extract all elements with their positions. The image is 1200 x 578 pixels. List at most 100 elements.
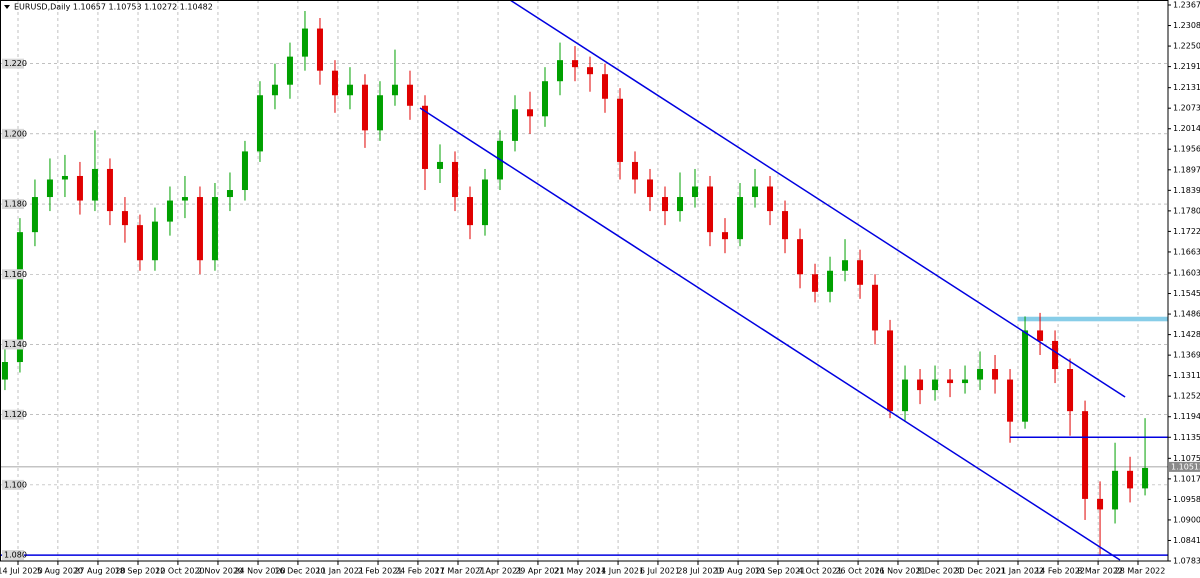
- y-tick-label: 1.13696: [1173, 351, 1200, 360]
- candle-body: [541, 81, 548, 117]
- x-tick-label: 28 Mar 2022: [1115, 567, 1166, 576]
- candle-body: [31, 197, 38, 233]
- candle-body: [271, 84, 278, 96]
- x-tick-label: 2 Nov 2020: [197, 567, 243, 576]
- level-label-box: [2, 269, 24, 280]
- level-label-box: [2, 58, 24, 69]
- candle-body: [436, 161, 443, 169]
- current-price-box: [1169, 461, 1200, 472]
- candle-body: [662, 197, 669, 212]
- level-label: 1.220: [4, 59, 27, 68]
- candle-body: [932, 379, 939, 391]
- candle-body: [692, 186, 699, 198]
- candle-body: [962, 379, 969, 384]
- y-tick-label: 1.08416: [1173, 536, 1200, 545]
- chart-title: EURUSD,Daily 1.10657 1.10753 1.10272 1.1…: [14, 3, 213, 12]
- candle-body: [1067, 369, 1074, 412]
- candle-body: [887, 330, 894, 412]
- x-tick-label: 26 Oct 2021: [835, 567, 884, 576]
- y-tick-label: 1.20146: [1173, 124, 1200, 133]
- x-tick-label: 10 Sep 2021: [755, 567, 806, 576]
- candle-body: [917, 379, 924, 391]
- level-label-box: [2, 339, 24, 350]
- candle-body: [196, 197, 203, 261]
- candle-body: [1127, 470, 1134, 489]
- x-tick-label: 27 Aug 2020: [74, 567, 125, 576]
- level-label: 1.100: [4, 480, 27, 489]
- x-tick-label: 4 Oct 2021: [798, 567, 842, 576]
- x-tick-label: 8 Mar 2022: [1077, 567, 1123, 576]
- level-label-box: [2, 479, 24, 490]
- y-tick-label: 1.23086: [1173, 21, 1200, 30]
- candle-body: [1112, 470, 1119, 510]
- x-tick-label: 17 Mar 2021: [435, 567, 486, 576]
- x-tick-label: 14 Jul 2020: [0, 567, 43, 576]
- x-tick-label: 14 Feb 2022: [1035, 567, 1085, 576]
- candle-body: [181, 197, 188, 201]
- candle-body: [316, 28, 323, 71]
- x-tick-label: 24 Nov 2020: [234, 567, 285, 576]
- x-tick-label: 7 Apr 2021: [478, 567, 522, 576]
- trend-line: [419, 107, 1121, 561]
- candle-body: [677, 197, 684, 212]
- candle-body: [767, 186, 774, 212]
- level-label: 1.120: [4, 410, 27, 419]
- x-tick-label: 14 Jun 2021: [596, 567, 644, 576]
- x-tick-label: 16 Nov 2021: [874, 567, 925, 576]
- y-tick-label: 1.21916: [1173, 62, 1200, 71]
- candle-body: [1082, 411, 1089, 499]
- candle-body: [602, 74, 609, 99]
- x-tick-label: 21 May 2021: [554, 567, 606, 576]
- candle-body: [211, 197, 218, 261]
- candle-body: [376, 95, 383, 131]
- x-tick-label: 28 Jul 2021: [677, 567, 722, 576]
- y-tick-label: 1.18976: [1173, 165, 1200, 174]
- candle-body: [76, 175, 83, 201]
- candle-body: [872, 284, 879, 331]
- x-tick-label: 18 Sep 2020: [115, 567, 166, 576]
- candle-body: [46, 179, 53, 198]
- candle-body: [91, 168, 98, 201]
- candle-body: [617, 98, 624, 162]
- candle-body: [136, 225, 143, 261]
- y-tick-label: 1.14866: [1173, 310, 1200, 319]
- x-tick-label: 8 Dec 2021: [917, 567, 963, 576]
- y-tick-label: 1.16636: [1173, 247, 1200, 256]
- y-tick-label: 1.11356: [1173, 433, 1200, 442]
- candle-body: [16, 232, 23, 363]
- marks: [0, 0, 1168, 561]
- candle-body: [647, 179, 654, 198]
- candle-body: [361, 84, 368, 131]
- x-tick-label: 2 Feb 2021: [358, 567, 403, 576]
- candle-body: [812, 274, 819, 292]
- level-label: 1.200: [4, 129, 27, 138]
- candle-body: [707, 186, 714, 233]
- candle-body: [1097, 498, 1104, 510]
- y-tick-label: 1.09586: [1173, 495, 1200, 504]
- candle-body: [782, 211, 789, 240]
- candle-body: [857, 260, 864, 285]
- candle-body: [481, 179, 488, 226]
- candle-body: [827, 270, 834, 292]
- candle-body: [421, 105, 428, 169]
- current-price-label: 1.10512: [1171, 462, 1200, 471]
- candle-body: [331, 70, 338, 96]
- level-label: 1.180: [4, 200, 27, 209]
- candle-body: [556, 60, 563, 82]
- candle-body: [286, 56, 293, 85]
- candle-body: [737, 197, 744, 240]
- candle-body: [722, 232, 729, 240]
- candle-body: [511, 109, 518, 141]
- candle-body: [797, 239, 804, 275]
- candle-body: [1037, 330, 1044, 341]
- candle-body: [451, 161, 458, 198]
- level-label: 1.080: [4, 551, 27, 560]
